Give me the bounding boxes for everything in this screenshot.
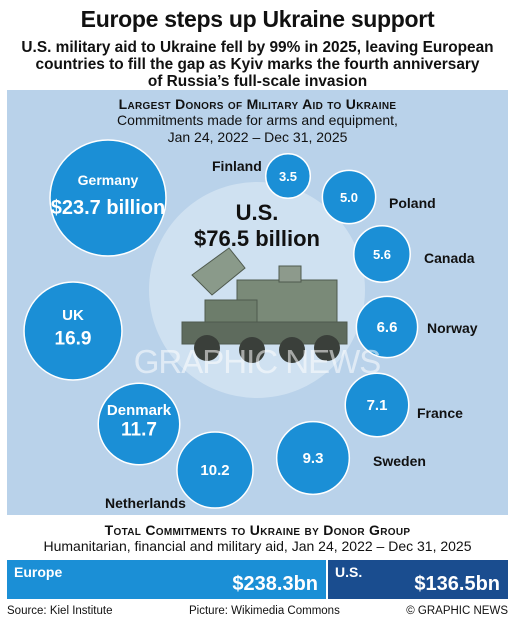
bubble-value-poland: 5.0 bbox=[340, 190, 358, 205]
bubble-value-germany: $23.7 billion bbox=[51, 197, 165, 219]
truck-wheels bbox=[194, 335, 340, 363]
bubble-france bbox=[344, 372, 410, 438]
footer-source: Source: Kiel Institute bbox=[7, 605, 113, 617]
page-title: Europe steps up Ukraine support bbox=[80, 6, 435, 32]
bubble-name-norway: Norway bbox=[427, 320, 478, 336]
bar-label-us: U.S. bbox=[335, 564, 363, 580]
bubble-denmark bbox=[97, 382, 181, 466]
footer: Source: Kiel Institute Picture: Wikimedi… bbox=[7, 605, 508, 621]
bubble-value-denmark: 11.7 bbox=[121, 419, 157, 440]
bubble-name-germany: Germany bbox=[78, 172, 139, 188]
bubble-name-sweden: Sweden bbox=[373, 453, 426, 469]
bubble-norway bbox=[355, 295, 419, 359]
bubble-finland bbox=[264, 152, 312, 200]
bubble-poland bbox=[321, 169, 377, 225]
bubble-name-netherlands: Netherlands bbox=[105, 495, 186, 511]
totals-bar-chart: Europe $238.3bn U.S. $136.5bn bbox=[7, 560, 508, 599]
bubble-chart-subtitle-line: Commitments made for arms and equipment, bbox=[117, 112, 398, 128]
bubble-chart-subtitle-line: Jan 24, 2022 – Dec 31, 2025 bbox=[167, 129, 348, 145]
bubble-value-netherlands: 10.2 bbox=[200, 462, 229, 479]
watermark: GRAPHIC NEWS bbox=[134, 343, 381, 380]
footer-credit: © GRAPHIC NEWS bbox=[406, 605, 508, 617]
subtitle-line: of Russia’s full-scale invasion bbox=[147, 73, 368, 90]
bubble-value-uk: 16.9 bbox=[55, 329, 92, 350]
bar-us: U.S. $136.5bn bbox=[328, 560, 508, 599]
page-subtitle: U.S. military aid to Ukraine fell by 99%… bbox=[12, 39, 503, 90]
bubble-name-poland: Poland bbox=[389, 195, 436, 211]
bubble-value-norway: 6.6 bbox=[377, 319, 398, 336]
bar-value-europe: $238.3bn bbox=[232, 573, 318, 595]
totals-title: Total Commitments to Ukraine by Donor Gr… bbox=[104, 522, 411, 538]
bubble-name-denmark: Denmark bbox=[107, 402, 172, 419]
us-name-label: U.S. bbox=[236, 200, 279, 225]
totals-subtitle: Humanitarian, financial and military aid… bbox=[43, 538, 472, 554]
bubble-chart-title: Largest Donors of Military Aid to Ukrain… bbox=[118, 96, 397, 112]
subtitle-line: countries to fill the gap as Kyiv marks … bbox=[35, 56, 480, 73]
bubble-name-uk: UK bbox=[62, 307, 84, 324]
footer-picture: Picture: Wikimedia Commons bbox=[189, 605, 340, 617]
bubble-value-france: 7.1 bbox=[367, 397, 388, 414]
bubble-netherlands bbox=[176, 431, 254, 509]
bubble-chart-header: Largest Donors of Military Aid to Ukrain… bbox=[0, 96, 515, 146]
bubble-name-france: France bbox=[417, 405, 463, 421]
bubble-value-finland: 3.5 bbox=[279, 169, 297, 184]
us-bubble bbox=[149, 182, 365, 398]
bubble-value-sweden: 9.3 bbox=[303, 450, 324, 467]
bubble-name-finland: Finland bbox=[212, 158, 262, 174]
totals-header: Total Commitments to Ukraine by Donor Gr… bbox=[0, 522, 515, 555]
bar-label-europe: Europe bbox=[14, 564, 63, 580]
bubble-canada bbox=[353, 225, 411, 283]
bubble-name-canada: Canada bbox=[424, 250, 475, 266]
bar-value-us: $136.5bn bbox=[414, 573, 500, 595]
bar-europe: Europe $238.3bn bbox=[7, 560, 326, 599]
us-value-label: $76.5 billion bbox=[194, 226, 320, 251]
bubble-sweden bbox=[275, 420, 351, 496]
bubble-uk bbox=[23, 281, 123, 381]
truck-illustration bbox=[181, 247, 348, 345]
bubble-germany bbox=[49, 139, 167, 257]
bubble-value-canada: 5.6 bbox=[373, 247, 391, 262]
subtitle-line: U.S. military aid to Ukraine fell by 99%… bbox=[21, 39, 494, 56]
